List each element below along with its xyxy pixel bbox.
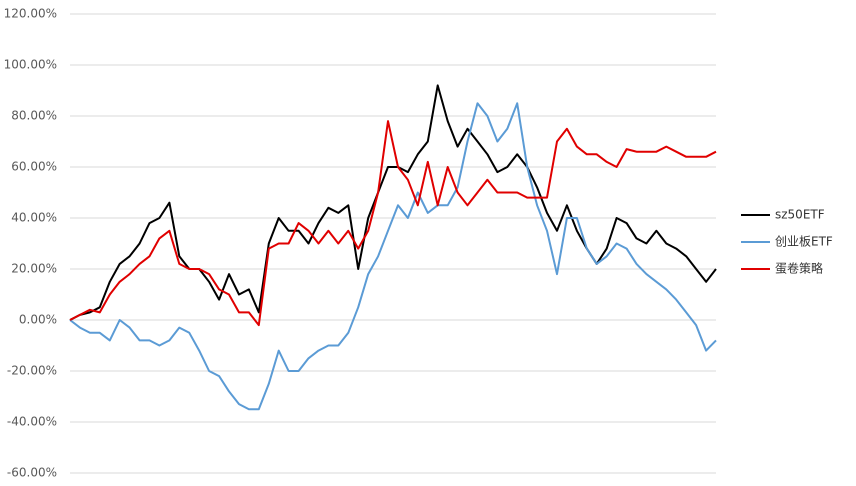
legend: sz50ETF 创业板ETF 蛋卷策略: [741, 208, 833, 276]
y-tick-label: -60.00%: [7, 466, 57, 480]
y-tick-label: 100.00%: [4, 58, 57, 72]
y-tick-label: 20.00%: [11, 262, 57, 276]
series-line: [69, 102, 717, 411]
series-line: [69, 120, 717, 327]
series-line: [69, 84, 717, 321]
y-tick-label: 40.00%: [11, 211, 57, 225]
y-tick-label: 120.00%: [4, 7, 57, 21]
legend-label: 蛋卷策略: [775, 261, 823, 276]
y-tick-label: 60.00%: [11, 160, 57, 174]
y-tick-label: 80.00%: [11, 109, 57, 123]
y-tick-label: -20.00%: [7, 364, 57, 378]
legend-label: 创业板ETF: [775, 235, 833, 249]
legend-label: sz50ETF: [775, 208, 825, 222]
y-tick-label: -40.00%: [7, 415, 57, 429]
y-tick-label: 0.00%: [19, 313, 57, 327]
